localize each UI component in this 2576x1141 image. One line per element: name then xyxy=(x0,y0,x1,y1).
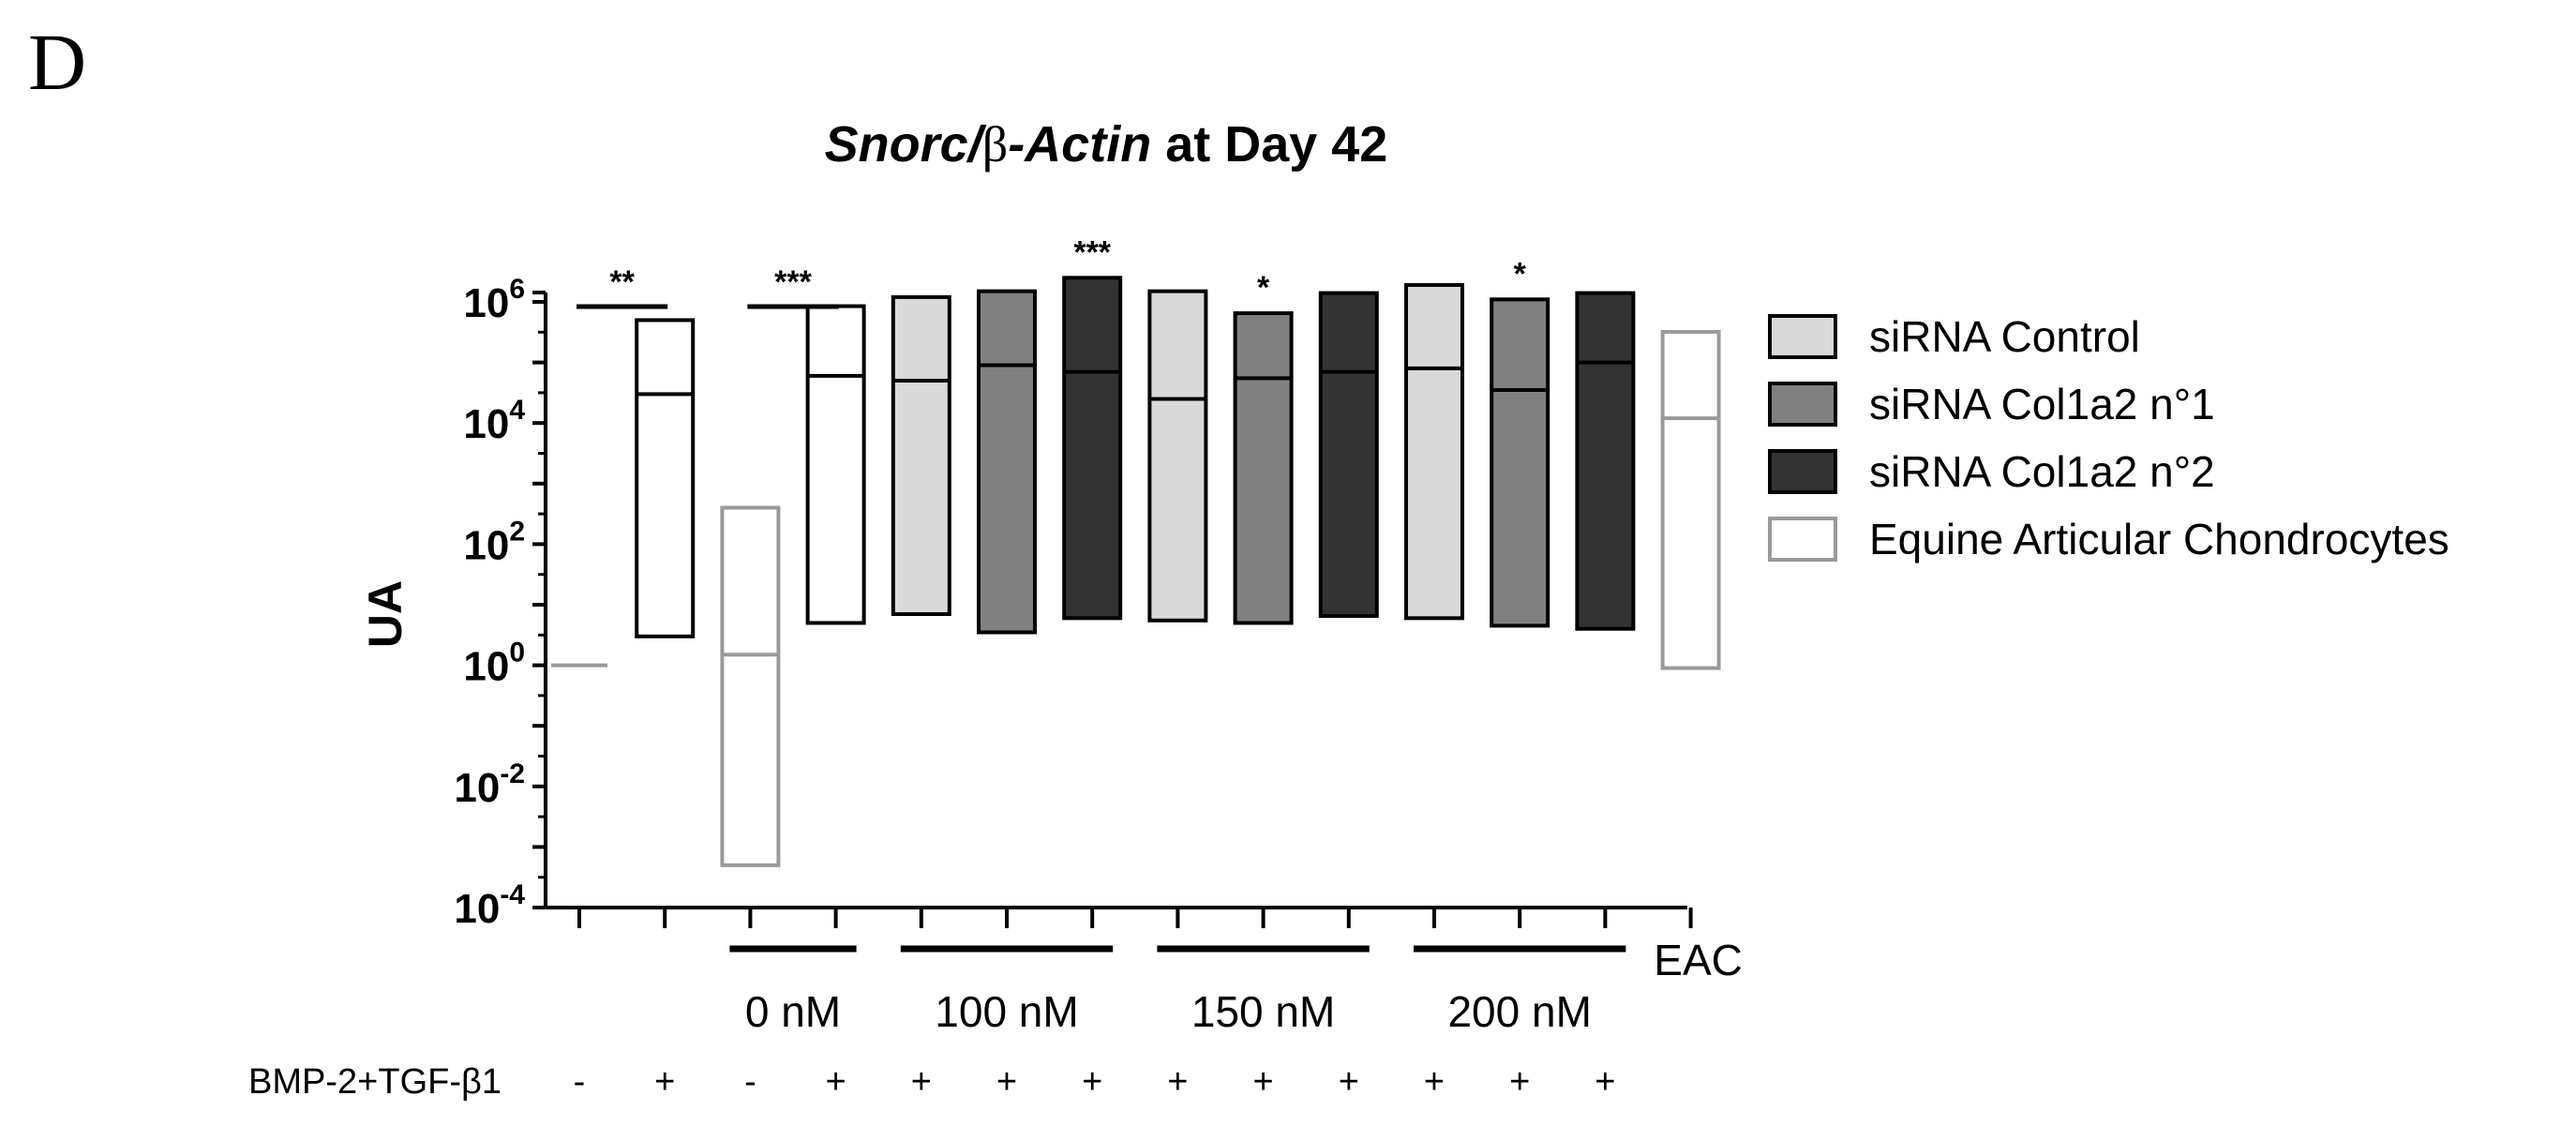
group-labels: 0 nM 100 nM 150 nM 200 nM EAC xyxy=(729,936,1743,1036)
legend-swatch xyxy=(1768,449,1837,494)
treatment-sign: + xyxy=(654,1062,675,1102)
title-part: β xyxy=(982,116,1008,173)
legend-label: siRNA Col1a2 n°2 xyxy=(1869,447,2215,496)
tick-text: -2 xyxy=(500,758,525,789)
significance-label: * xyxy=(1257,270,1270,306)
y-tick-label: 102 xyxy=(463,516,525,568)
treatment-label: BMP-2+TGF-β1 xyxy=(248,1062,502,1102)
bar xyxy=(891,294,951,617)
tick-text: 10 xyxy=(454,765,500,811)
bar xyxy=(1404,282,1464,621)
y-tick-label: 100 xyxy=(463,638,525,690)
bar xyxy=(805,304,866,625)
group-label: 100 nM xyxy=(935,987,1078,1036)
treatment-row: BMP-2+TGF-β1 - + - + + + + + + + + + + xyxy=(248,1062,1615,1102)
title-part: at Day 42 xyxy=(1151,116,1387,173)
bar xyxy=(720,505,781,867)
tick-text: 2 xyxy=(509,516,525,547)
significance-markers: ** ******* * xyxy=(577,234,1527,309)
panel-letter: D xyxy=(28,17,86,107)
treatment-sign: + xyxy=(1339,1062,1359,1102)
legend-swatch xyxy=(1768,517,1837,562)
bar xyxy=(1062,276,1123,621)
title-part: / xyxy=(966,116,987,173)
tick-text: 10 xyxy=(463,644,509,690)
y-tick-label: 106 xyxy=(463,274,525,326)
significance-label: *** xyxy=(774,264,812,300)
significance-label: *** xyxy=(1073,234,1111,270)
treatment-sign: + xyxy=(825,1062,846,1102)
tick-text: 10 xyxy=(463,280,509,326)
title-part: -Actin xyxy=(1008,116,1151,173)
group-label: 0 nM xyxy=(745,987,841,1036)
tick-text: 0 xyxy=(509,638,525,668)
tick-text: 10 xyxy=(463,401,509,447)
legend-swatch xyxy=(1768,314,1837,359)
tick-text: 6 xyxy=(509,274,525,305)
group-label: 200 nM xyxy=(1447,987,1591,1036)
bar xyxy=(635,318,696,638)
legend: siRNA Control siRNA Col1a2 n°1 siRNA Col1a… xyxy=(1768,312,2449,563)
treatment-sign: + xyxy=(1595,1062,1615,1102)
bar xyxy=(1233,311,1294,625)
significance-label: * xyxy=(1514,256,1527,292)
treatment-sign: + xyxy=(1252,1062,1273,1102)
treatment-sign: + xyxy=(1424,1062,1445,1102)
significance-label: ** xyxy=(609,264,635,300)
treatment-sign: + xyxy=(911,1062,932,1102)
y-tick-label: 10-4 xyxy=(454,879,525,932)
legend-label: siRNA Col1a2 n°1 xyxy=(1869,380,2215,428)
legend-label: siRNA Control xyxy=(1869,312,2140,361)
legend-swatch xyxy=(1768,382,1837,427)
treatment-sign: - xyxy=(574,1062,586,1102)
tick-text: -4 xyxy=(500,879,525,910)
bar xyxy=(1660,329,1721,670)
bar xyxy=(1147,289,1208,623)
chart-title: Snorc/β-Actin at Day 42 xyxy=(825,116,1388,173)
treatment-sign: - xyxy=(744,1062,756,1102)
y-tick-label: 104 xyxy=(463,395,525,447)
tick-text: 10 xyxy=(454,886,500,932)
treatment-sign: + xyxy=(1082,1062,1102,1102)
tick-text: 10 xyxy=(463,522,509,568)
legend-label: Equine Articular Chondrocytes xyxy=(1869,515,2449,563)
y-tick-label: 10-2 xyxy=(454,758,525,811)
bar xyxy=(1575,291,1636,631)
bars xyxy=(551,276,1721,867)
title-part: Snorc xyxy=(825,116,968,173)
treatment-sign: + xyxy=(1509,1062,1530,1102)
group-label: EAC xyxy=(1654,936,1743,984)
treatment-sign: + xyxy=(996,1062,1017,1102)
bar xyxy=(1490,297,1550,628)
bar xyxy=(1318,291,1379,619)
bar xyxy=(977,289,1037,635)
group-label: 150 nM xyxy=(1191,987,1335,1036)
y-axis-label: UA xyxy=(359,580,412,648)
tick-text: 4 xyxy=(509,395,525,426)
treatment-sign: + xyxy=(1167,1062,1188,1102)
